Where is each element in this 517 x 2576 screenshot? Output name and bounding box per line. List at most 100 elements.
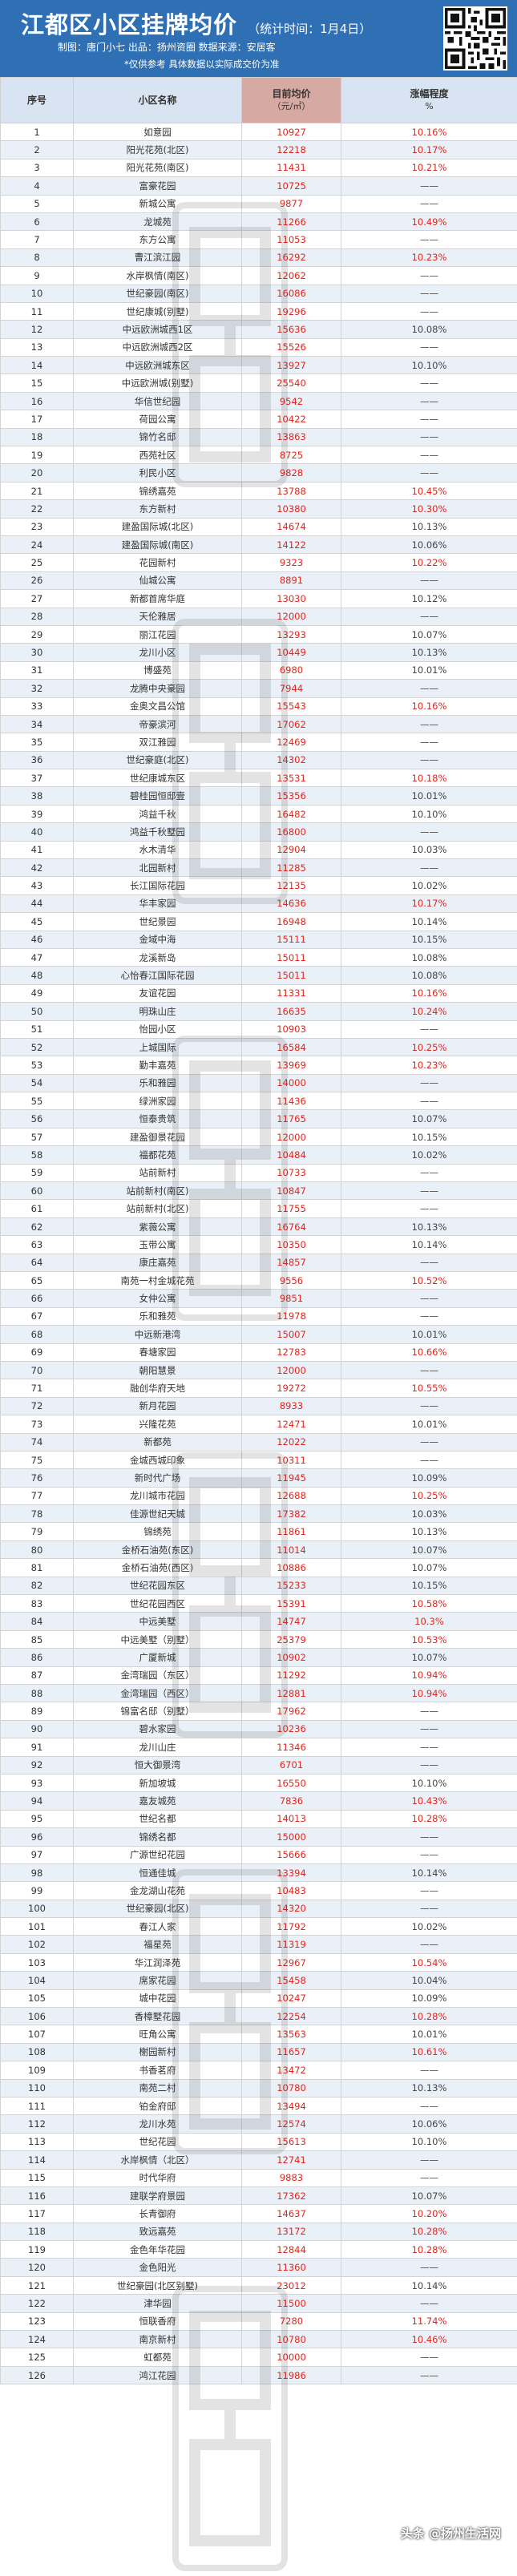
cell-price: 13788 (242, 482, 341, 499)
cell-index: 90 (1, 1720, 74, 1738)
cell-price: 7280 (242, 2312, 341, 2330)
cell-price: 10780 (242, 2331, 341, 2348)
cell-index: 67 (1, 1307, 74, 1325)
cell-change: 10.15% (341, 931, 517, 948)
cell-index: 48 (1, 967, 74, 984)
cell-index: 119 (1, 2241, 74, 2259)
cell-index: 116 (1, 2186, 74, 2204)
cell-change: —— (341, 428, 517, 446)
cell-change: 10.94% (341, 1666, 517, 1684)
cell-name: 鸿江花园 (74, 2366, 242, 2384)
cell-index: 110 (1, 2079, 74, 2097)
cell-name: 席家花园 (74, 1972, 242, 1989)
cell-name: 金域中海 (74, 931, 242, 948)
cell-name: 丽江花园 (74, 625, 242, 643)
cell-name: 龙腾中央豪园 (74, 680, 242, 697)
cell-price: 13172 (242, 2223, 341, 2240)
cell-change: 10.03% (341, 841, 517, 858)
cell-price: 16292 (242, 248, 341, 266)
cell-name: 金色阳光 (74, 2259, 242, 2276)
cell-index: 33 (1, 697, 74, 715)
cell-name: 新月花园 (74, 1397, 242, 1415)
cell-name: 虹都苑 (74, 2348, 242, 2366)
cell-name: 双江雅园 (74, 733, 242, 751)
cell-change: 10.43% (341, 1792, 517, 1810)
cell-index: 35 (1, 733, 74, 751)
cell-name: 站前新村(南区) (74, 1182, 242, 1200)
cell-price: 12904 (242, 841, 341, 858)
cell-change: 10.10% (341, 2133, 517, 2150)
cell-index: 36 (1, 751, 74, 769)
cell-price: 10247 (242, 1989, 341, 2007)
cell-index: 45 (1, 913, 74, 931)
cell-change: 10.30% (341, 500, 517, 518)
cell-name: 恒通佳城 (74, 1863, 242, 1881)
cell-change: —— (341, 1074, 517, 1092)
cell-price: 12000 (242, 1361, 341, 1379)
cell-price: 10903 (242, 1020, 341, 1038)
cell-price: 11360 (242, 2259, 341, 2276)
cell-name: 东方公寓 (74, 231, 242, 248)
cell-name: 兴隆花苑 (74, 1415, 242, 1433)
cell-index: 27 (1, 590, 74, 608)
cell-price: 13394 (242, 1863, 341, 1881)
cell-name: 南京新村 (74, 2331, 242, 2348)
cell-name: 恒大御景湾 (74, 1756, 242, 1774)
cell-index: 117 (1, 2205, 74, 2223)
cell-index: 72 (1, 1397, 74, 1415)
cell-price: 14013 (242, 1810, 341, 1827)
cell-name: 乐和雅园 (74, 1074, 242, 1092)
cell-name: 龙城苑 (74, 212, 242, 230)
cell-name: 中远欧洲城(别墅) (74, 374, 242, 392)
cell-price: 12469 (242, 733, 341, 751)
cell-change: 10.07% (341, 2186, 517, 2204)
cell-name: 龙川水苑 (74, 2115, 242, 2133)
cell-change: 10.14% (341, 2276, 517, 2294)
cell-price: 10380 (242, 500, 341, 518)
cell-change: 10.16% (341, 697, 517, 715)
header-name: 小区名称 (74, 78, 242, 123)
cell-change: 10.20% (341, 2205, 517, 2223)
cell-name: 建盈国际城(南区) (74, 535, 242, 553)
header-price-unit: （元/㎡） (273, 101, 311, 111)
cell-index: 78 (1, 1505, 74, 1523)
cell-change: —— (341, 446, 517, 464)
cell-index: 53 (1, 1056, 74, 1074)
cell-change: 10.02% (341, 877, 517, 894)
cell-index: 52 (1, 1038, 74, 1056)
cell-name: 仙城公寓 (74, 571, 242, 589)
cell-index: 51 (1, 1020, 74, 1038)
cell-price: 11657 (242, 2043, 341, 2061)
cell-index: 87 (1, 1666, 74, 1684)
cell-change: 10.07% (341, 1649, 517, 1666)
cell-index: 32 (1, 680, 74, 697)
cell-name: 中远欧洲城西1区 (74, 321, 242, 338)
cell-price: 13293 (242, 625, 341, 643)
cell-index: 63 (1, 1236, 74, 1254)
cell-price: 12574 (242, 2115, 341, 2133)
